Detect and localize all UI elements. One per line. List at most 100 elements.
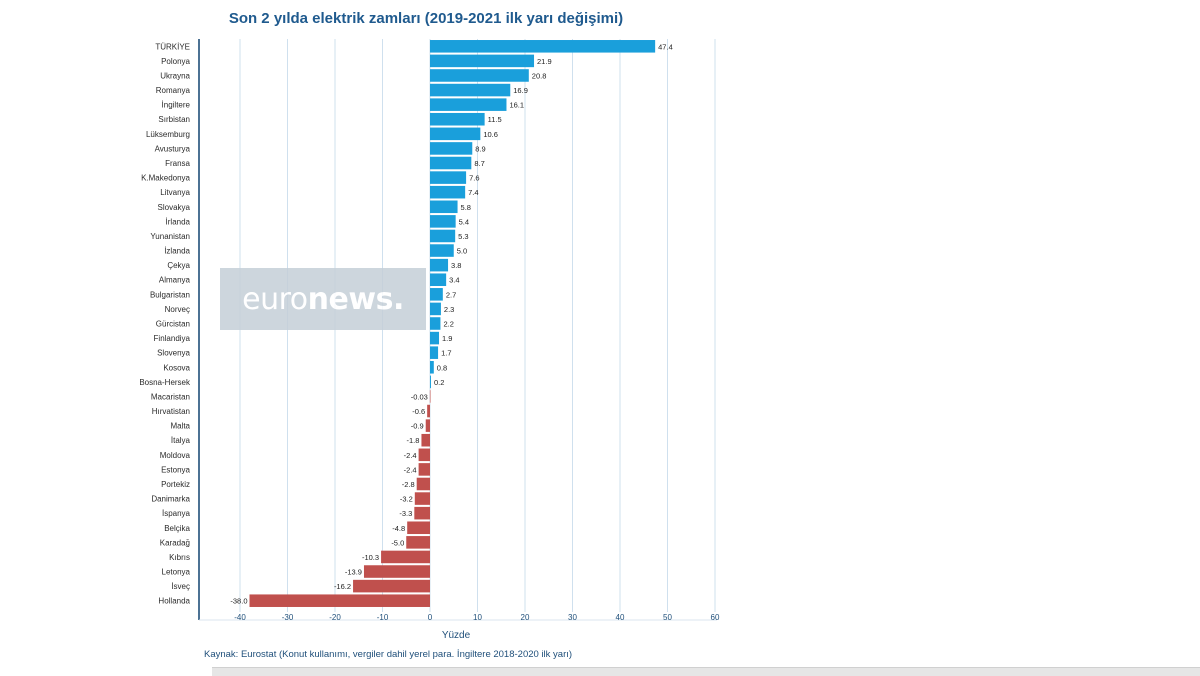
value-label: -2.4 <box>404 451 417 460</box>
bar <box>430 127 481 141</box>
x-tick-label: -40 <box>234 613 246 622</box>
value-labels: 47.4 21.9 20.8 16.9 16.1 11.5 10.6 8.9 8.7 7.6 7.4… <box>230 42 672 605</box>
category-label: Belçika <box>164 524 190 533</box>
value-label: 21.9 <box>537 57 552 66</box>
category-label: Estonya <box>161 465 190 474</box>
bar <box>430 273 447 287</box>
bar <box>418 448 430 462</box>
value-label: -0.9 <box>411 422 424 431</box>
x-tick-label: 20 <box>521 613 530 622</box>
category-labels: TÜRKİYE Polonya Ukrayna Romanya İngiltere Sır… <box>139 42 191 605</box>
value-label: 2.7 <box>446 290 456 299</box>
x-tick-label: -30 <box>282 613 294 622</box>
value-label: 5.8 <box>461 203 471 212</box>
x-tick-label: 10 <box>473 613 482 622</box>
value-label: 8.9 <box>475 144 485 153</box>
value-label: 16.1 <box>509 101 524 110</box>
category-label: İtalya <box>171 436 191 445</box>
x-axis-ticks: -40 -30 -20 -10 0 10 20 30 40 50 60 <box>234 613 720 622</box>
value-label: 0.2 <box>434 378 444 387</box>
bar <box>249 594 430 607</box>
source-note: Kaynak: Eurostat (Konut kullanımı, vergi… <box>204 649 572 660</box>
value-label: -4.8 <box>392 524 405 533</box>
value-label: 8.7 <box>474 159 484 168</box>
bar <box>414 506 430 520</box>
category-label: K.Makedonya <box>141 174 190 183</box>
value-label: 11.5 <box>488 115 502 124</box>
category-label: Hollanda <box>158 597 190 606</box>
x-tick-label: 0 <box>428 613 433 622</box>
bar <box>363 565 430 578</box>
bar <box>407 521 430 535</box>
chart-title: Son 2 yılda elektrik zamları (2019-2021 … <box>229 10 623 27</box>
value-label: 5.3 <box>458 232 468 241</box>
category-label: Bosna-Hersek <box>139 378 191 387</box>
bar <box>430 200 458 214</box>
bar <box>421 433 430 447</box>
value-label: -1.8 <box>407 436 420 445</box>
value-label: 20.8 <box>532 71 547 80</box>
value-label: -3.2 <box>400 495 413 504</box>
value-label: 47.4 <box>658 42 673 51</box>
bar <box>430 317 441 330</box>
category-label: Bulgaristan <box>150 290 190 299</box>
bar <box>430 244 454 257</box>
category-label: Gürcistan <box>156 320 190 329</box>
category-label: Moldova <box>160 451 191 460</box>
category-label: TÜRKİYE <box>155 42 190 51</box>
category-label: Litvanya <box>160 188 190 197</box>
bar <box>416 477 430 491</box>
category-label: Letonya <box>162 568 191 577</box>
category-label: Çekya <box>167 261 190 270</box>
bar <box>430 215 456 228</box>
bar <box>430 83 511 97</box>
euronews-logo: euronews. <box>242 281 404 317</box>
category-label: Lüksemburg <box>146 130 190 139</box>
value-label: 2.2 <box>443 320 453 329</box>
category-label: Norveç <box>165 305 190 314</box>
value-label: 16.9 <box>513 86 528 95</box>
value-label: 10.6 <box>483 130 498 139</box>
value-label: -0.6 <box>412 407 425 416</box>
bar <box>430 69 529 82</box>
value-label: 5.0 <box>457 247 467 256</box>
euronews-watermark: euronews. <box>220 268 426 330</box>
bar <box>430 258 449 272</box>
x-tick-label: 40 <box>616 613 625 622</box>
category-label: İzlanda <box>164 247 190 256</box>
bar <box>430 112 485 126</box>
bar <box>430 54 535 68</box>
value-label: 2.3 <box>444 305 454 314</box>
category-label: Romanya <box>156 86 191 95</box>
bar <box>430 229 456 243</box>
bar <box>430 40 656 53</box>
category-label: Polonya <box>161 57 190 66</box>
value-label: 1.7 <box>441 349 451 358</box>
value-label: -13.9 <box>345 568 362 577</box>
value-label: 3.4 <box>449 276 459 285</box>
x-tick-label: 30 <box>568 613 577 622</box>
category-label: Malta <box>170 422 190 431</box>
category-label: Kıbrıs <box>169 553 190 562</box>
category-label: Ukrayna <box>160 71 190 80</box>
category-label: Slovenya <box>157 349 190 358</box>
value-label: 1.9 <box>442 334 452 343</box>
value-label: 7.4 <box>468 188 478 197</box>
category-label: İsveç <box>171 582 190 591</box>
bar <box>414 492 430 505</box>
bar <box>406 536 430 549</box>
x-tick-label: -20 <box>329 613 341 622</box>
category-label: Slovakya <box>158 203 191 212</box>
bar <box>430 156 472 170</box>
bottom-scroll-strip <box>212 667 1200 676</box>
category-label: Avusturya <box>155 144 191 153</box>
bar <box>425 419 430 432</box>
category-label: Portekiz <box>161 480 190 489</box>
bar <box>430 302 441 316</box>
bar <box>381 550 430 564</box>
bar <box>427 404 430 418</box>
x-tick-label: -10 <box>377 613 389 622</box>
bar <box>418 463 430 476</box>
bar <box>430 171 467 184</box>
